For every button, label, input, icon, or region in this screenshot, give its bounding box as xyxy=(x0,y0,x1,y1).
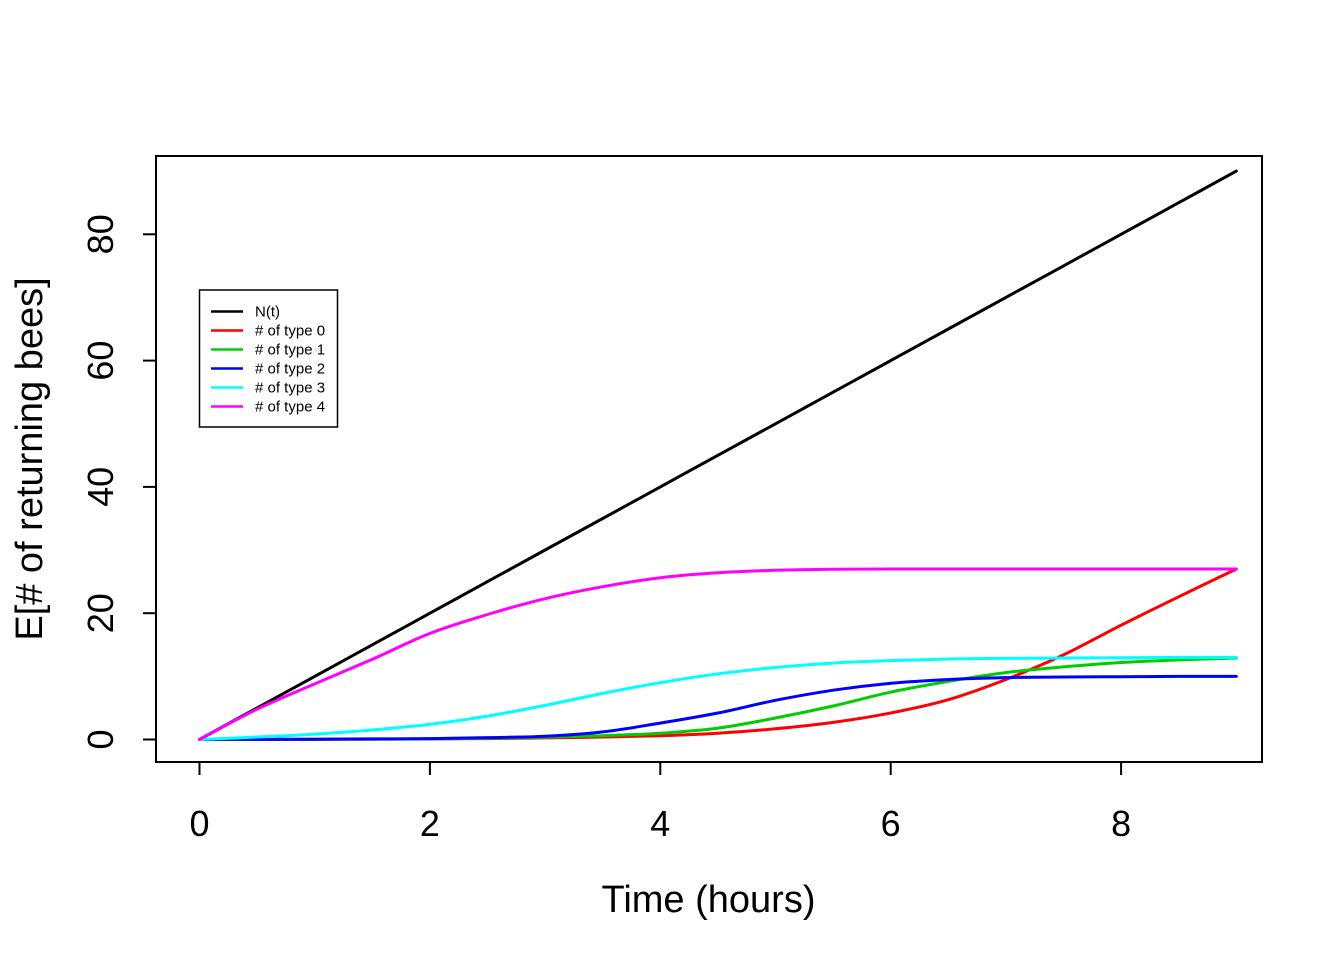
y-tick-label-20: 20 xyxy=(80,593,121,633)
y-tick-label-40: 40 xyxy=(80,467,121,507)
legend: N(t) # of type 0 # of type 1 # of type 2… xyxy=(198,289,339,428)
x-tick-label-2: 2 xyxy=(420,803,440,844)
curve-type-4 xyxy=(198,567,1238,741)
x-axis-title: Time (hours) xyxy=(602,879,816,921)
legend-label-type-3: # of type 3 xyxy=(255,380,325,397)
legend-entry-type-0: # of type 0 xyxy=(211,323,325,340)
x-axis-tick-labels: 0 2 4 6 8 xyxy=(189,803,1131,844)
curves xyxy=(198,169,1238,741)
legend-box xyxy=(198,289,339,428)
legend-entry-type-2: # of type 2 xyxy=(211,361,325,378)
y-axis-tick-labels: 0 20 40 60 80 xyxy=(80,214,121,749)
x-axis-ticks xyxy=(198,762,1123,775)
legend-entry-type-4: # of type 4 xyxy=(211,399,325,416)
legend-label-nt: N(t) xyxy=(255,304,280,321)
x-tick-label-4: 4 xyxy=(650,803,670,844)
y-axis-title: E[# of returning bees] xyxy=(9,277,51,640)
curve-type-3 xyxy=(198,655,1238,741)
y-tick-label-60: 60 xyxy=(80,341,121,381)
x-tick-label-6: 6 xyxy=(881,803,901,844)
plot-box xyxy=(155,155,1263,763)
legend-label-type-1: # of type 1 xyxy=(255,342,325,359)
legend-label-type-4: # of type 4 xyxy=(255,399,325,416)
x-tick-label-8: 8 xyxy=(1111,803,1131,844)
curve-type-2 xyxy=(198,674,1238,741)
x-tick-label-0: 0 xyxy=(189,803,209,844)
legend-entry-nt: N(t) xyxy=(211,304,280,321)
curve-nt xyxy=(198,169,1238,741)
legend-label-type-0: # of type 0 xyxy=(255,323,325,340)
legend-entry-type-1: # of type 1 xyxy=(211,342,325,359)
y-tick-label-80: 80 xyxy=(80,214,121,254)
curve-type-1 xyxy=(198,656,1238,741)
y-axis-ticks xyxy=(143,233,156,741)
y-tick-label-0: 0 xyxy=(80,729,121,749)
legend-entry-type-3: # of type 3 xyxy=(211,380,325,397)
legend-label-type-2: # of type 2 xyxy=(255,361,325,378)
